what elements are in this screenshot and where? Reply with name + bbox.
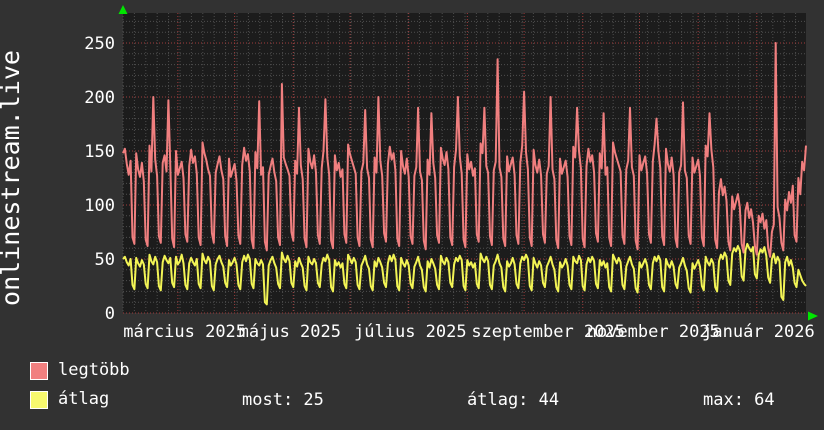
y-axis-arrow-icon: [118, 5, 128, 14]
vertical-axis-title: onlinestream.live: [0, 50, 25, 306]
svg-text:150: 150: [84, 142, 115, 162]
y-tick-labels: 0 50 100 150 200 250: [84, 34, 115, 324]
svg-text:március 2025: március 2025: [123, 322, 246, 342]
svg-text:január 2026: január 2026: [702, 322, 815, 342]
legend-label-atlag: átlag: [58, 389, 110, 409]
svg-text:50: 50: [95, 250, 115, 270]
legend-swatch-atlag: [30, 390, 48, 409]
stat-max: max: 64: [703, 390, 775, 410]
svg-text:0: 0: [105, 304, 115, 324]
svg-text:200: 200: [84, 88, 115, 108]
legend-item-atlag: átlag: [30, 390, 109, 409]
legend-label-legtobb: legtöbb: [58, 360, 130, 380]
svg-text:250: 250: [84, 34, 115, 54]
svg-text:szeptember 2025: szeptember 2025: [471, 322, 625, 342]
stat-most: most: 25: [242, 390, 324, 410]
series-line-legtobb: [122, 42, 807, 258]
svg-text:100: 100: [84, 196, 115, 216]
svg-text:július 2025: július 2025: [354, 322, 467, 342]
series-line-atlag: [122, 242, 807, 306]
legend-swatch-legtobb: [30, 361, 48, 380]
x-axis-arrow-icon: [808, 311, 818, 321]
stat-atlag: átlag: 44: [467, 390, 560, 410]
svg-text:május 2025: május 2025: [239, 322, 341, 342]
svg-text:november 2025: november 2025: [587, 322, 720, 342]
legend-item-legtobb: legtöbb: [30, 361, 130, 380]
